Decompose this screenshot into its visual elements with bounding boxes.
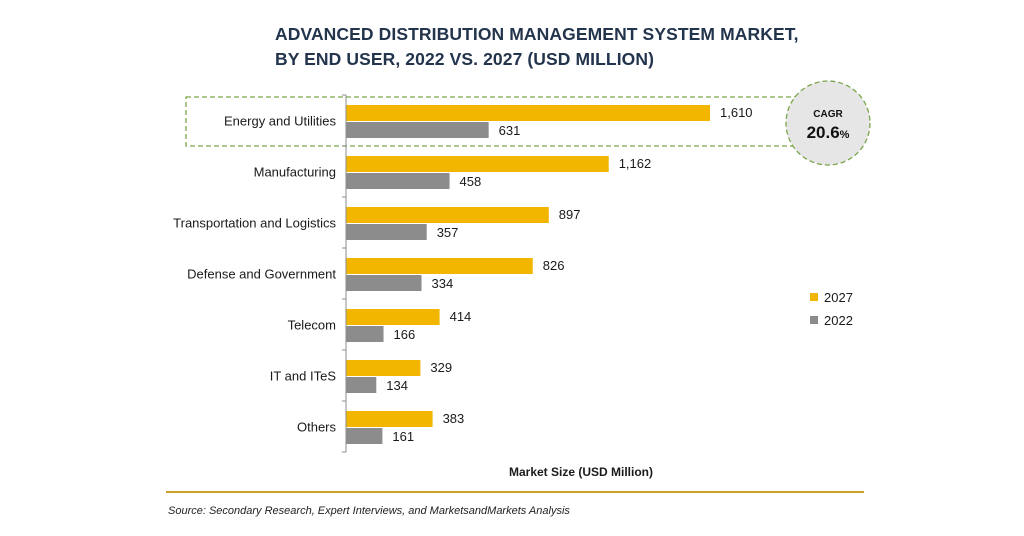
category-label: Energy and Utilities (224, 114, 336, 129)
data-label-2027: 1,610 (720, 105, 753, 120)
category-label: Transportation and Logistics (173, 216, 336, 231)
data-label-2022: 134 (386, 378, 408, 393)
bar-2027 (346, 156, 609, 172)
data-label-2027: 414 (450, 309, 472, 324)
bar-2027 (346, 309, 440, 325)
legend-label-2022: 2022 (824, 313, 853, 328)
bar-2022 (346, 326, 384, 342)
cagr-label: CAGR (813, 109, 843, 120)
data-label-2022: 161 (392, 429, 414, 444)
chart-title-line-2: BY END USER, 2022 VS. 2027 (USD MILLION) (275, 49, 655, 69)
chart-title: ADVANCED DISTRIBUTION MANAGEMENT SYSTEM … (275, 22, 799, 72)
data-label-2027: 1,162 (619, 156, 652, 171)
bar-2027 (346, 207, 549, 223)
bar-2027 (346, 411, 433, 427)
bar-2027 (346, 258, 533, 274)
source-note: Source: Secondary Research, Expert Inter… (168, 505, 570, 517)
bar-2022 (346, 173, 450, 189)
bar-2022 (346, 224, 427, 240)
bar-2027 (346, 360, 421, 376)
data-label-2027: 329 (430, 360, 452, 375)
data-label-2022: 166 (394, 327, 416, 342)
legend-swatch-2022 (810, 316, 818, 324)
data-label-2022: 334 (432, 276, 454, 291)
footer-divider (166, 491, 864, 493)
cagr-value: 20.6% (807, 123, 850, 142)
bar-2022 (346, 275, 422, 291)
bar-2027 (346, 105, 710, 121)
legend-swatch-2027 (810, 293, 818, 301)
category-label: Others (297, 420, 337, 435)
data-label-2027: 826 (543, 258, 565, 273)
data-label-2022: 458 (460, 174, 482, 189)
bar-2022 (346, 377, 377, 393)
data-label-2022: 357 (437, 225, 459, 240)
category-label: Telecom (288, 318, 336, 333)
category-label: Defense and Government (187, 267, 336, 282)
bar-2022 (346, 122, 489, 138)
category-label: IT and ITeS (270, 369, 337, 384)
cagr-bubble (785, 80, 871, 166)
chart-title-line-1: ADVANCED DISTRIBUTION MANAGEMENT SYSTEM … (275, 24, 799, 44)
data-label-2027: 897 (559, 207, 581, 222)
data-label-2022: 631 (499, 123, 521, 138)
x-axis-label: Market Size (USD Million) (509, 465, 653, 479)
legend-label-2027: 2027 (824, 290, 853, 305)
data-label-2027: 383 (443, 411, 465, 426)
bar-2022 (346, 428, 383, 444)
category-label: Manufacturing (254, 165, 336, 180)
